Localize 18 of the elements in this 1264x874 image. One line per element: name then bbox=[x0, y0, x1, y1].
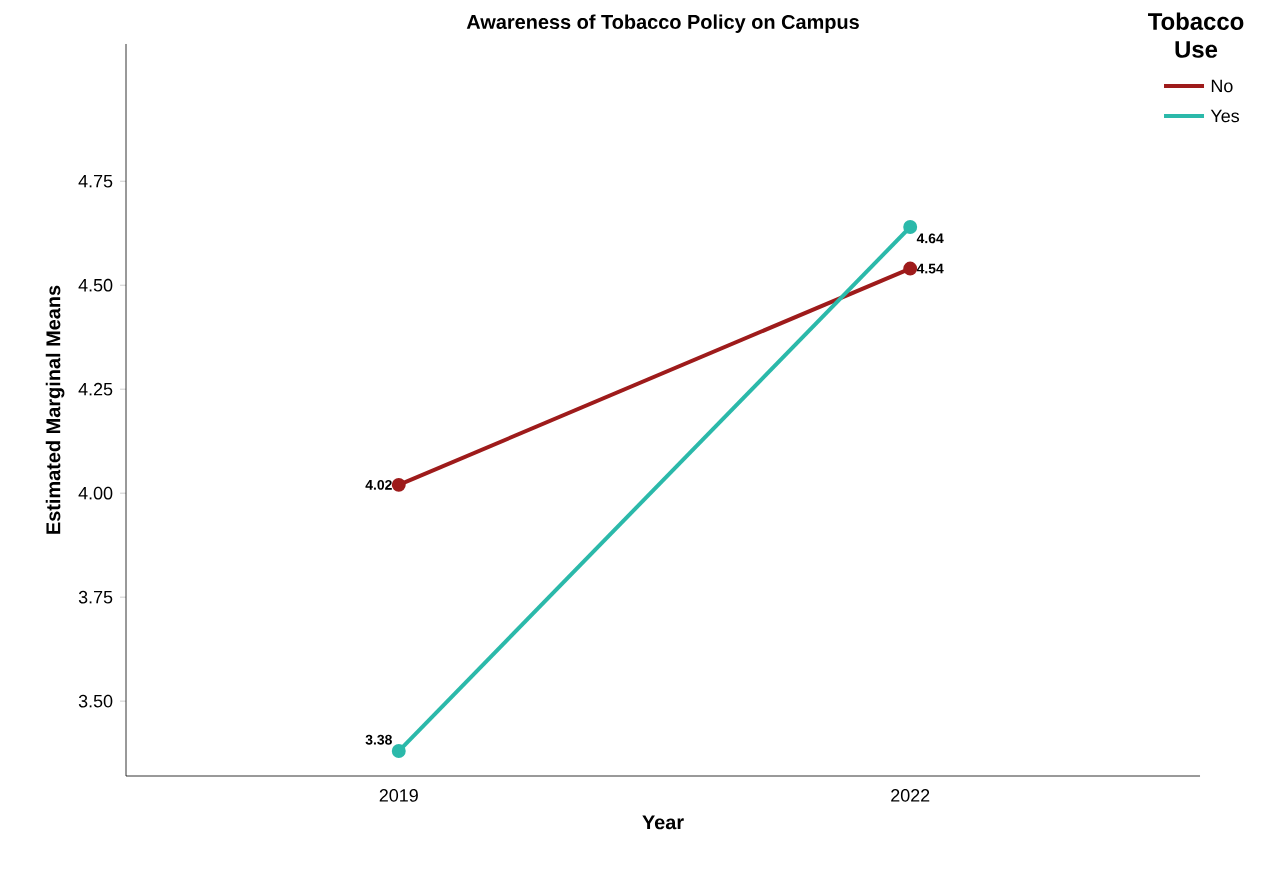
point bbox=[903, 220, 918, 234]
point bbox=[391, 477, 406, 492]
legend-title: Tobacco Use bbox=[1148, 12, 1244, 58]
y-tick-label: 4.25 bbox=[78, 382, 113, 396]
y-tick-label: 4.00 bbox=[78, 486, 113, 500]
y-tick-label: 4.50 bbox=[78, 278, 113, 292]
x-tick-label: 2022 bbox=[891, 789, 930, 802]
legend-label: No bbox=[1211, 79, 1233, 93]
chart-title: Awareness of Tobacco Policy on Campus bbox=[466, 14, 859, 33]
y-tick-label: 3.75 bbox=[78, 590, 113, 604]
point bbox=[903, 261, 918, 276]
y-tick-label: 3.50 bbox=[78, 694, 113, 708]
x-tick-label: 2019 bbox=[379, 789, 418, 802]
legend-label: Yes bbox=[1210, 109, 1240, 123]
point bbox=[391, 744, 406, 759]
x-axis-title: Year bbox=[642, 815, 684, 830]
y-tick-label: 4.75 bbox=[78, 174, 113, 188]
y-axis-title: Estimated Marginal Means bbox=[45, 285, 65, 534]
